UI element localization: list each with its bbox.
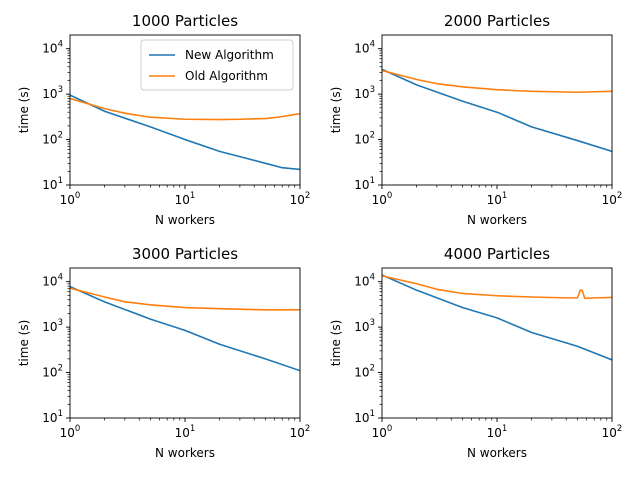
- x-axis-label: N workers: [467, 213, 527, 227]
- x-axis-label: N workers: [467, 446, 527, 460]
- x-tick-label: 102: [290, 424, 311, 440]
- y-axis-label: time (s): [329, 320, 343, 367]
- x-tick-label: 100: [60, 191, 81, 207]
- x-tick-label: 101: [487, 424, 508, 440]
- y-tick-label: 104: [354, 40, 375, 56]
- y-tick-label: 102: [42, 131, 63, 147]
- y-axis-label: time (s): [17, 87, 31, 134]
- x-tick-label: 101: [487, 191, 508, 207]
- x-tick-label: 100: [372, 191, 393, 207]
- legend-label: New Algorithm: [185, 48, 274, 62]
- y-tick-label: 102: [42, 364, 63, 380]
- legend-label: Old Algorithm: [185, 69, 268, 83]
- subplot-title: 4000 Particles: [444, 245, 550, 263]
- y-tick-label: 104: [42, 40, 63, 56]
- y-tick-label: 101: [354, 409, 375, 425]
- x-axis-label: N workers: [155, 446, 215, 460]
- series-line-old-algorithm: [382, 69, 612, 94]
- series-line-new-algorithm: [70, 94, 300, 171]
- x-tick-label: 102: [290, 191, 311, 207]
- x-tick-label: 100: [60, 424, 81, 440]
- series-line-new-algorithm: [382, 274, 612, 361]
- y-axis-label: time (s): [17, 320, 31, 367]
- y-tick-label: 102: [354, 131, 375, 147]
- y-tick-label: 103: [354, 318, 375, 334]
- y-tick-label: 103: [42, 85, 63, 101]
- series-line-new-algorithm: [70, 285, 300, 372]
- y-tick-label: 102: [354, 364, 375, 380]
- series-line-new-algorithm: [382, 68, 612, 153]
- x-tick-label: 102: [602, 424, 623, 440]
- subplot-title: 1000 Particles: [132, 12, 238, 30]
- series-line-old-algorithm: [70, 287, 300, 311]
- x-tick-label: 101: [175, 191, 196, 207]
- subplot-title: 3000 Particles: [132, 245, 238, 263]
- x-axis-label: N workers: [155, 213, 215, 227]
- x-tick-label: 100: [372, 424, 393, 440]
- legend: New Algorithm Old Algorithm: [140, 39, 294, 91]
- subplot-title: 2000 Particles: [444, 12, 550, 30]
- legend-box: [140, 39, 294, 91]
- x-tick-label: 102: [602, 191, 623, 207]
- y-tick-label: 101: [42, 409, 63, 425]
- x-tick-label: 101: [175, 424, 196, 440]
- y-tick-label: 101: [42, 176, 63, 192]
- series-line-old-algorithm: [70, 97, 300, 121]
- y-axis-label: time (s): [329, 87, 343, 134]
- y-tick-label: 104: [354, 273, 375, 289]
- y-tick-label: 101: [354, 176, 375, 192]
- series-line-old-algorithm: [382, 274, 612, 300]
- y-tick-label: 103: [354, 85, 375, 101]
- y-tick-label: 103: [42, 318, 63, 334]
- y-tick-label: 104: [42, 273, 63, 289]
